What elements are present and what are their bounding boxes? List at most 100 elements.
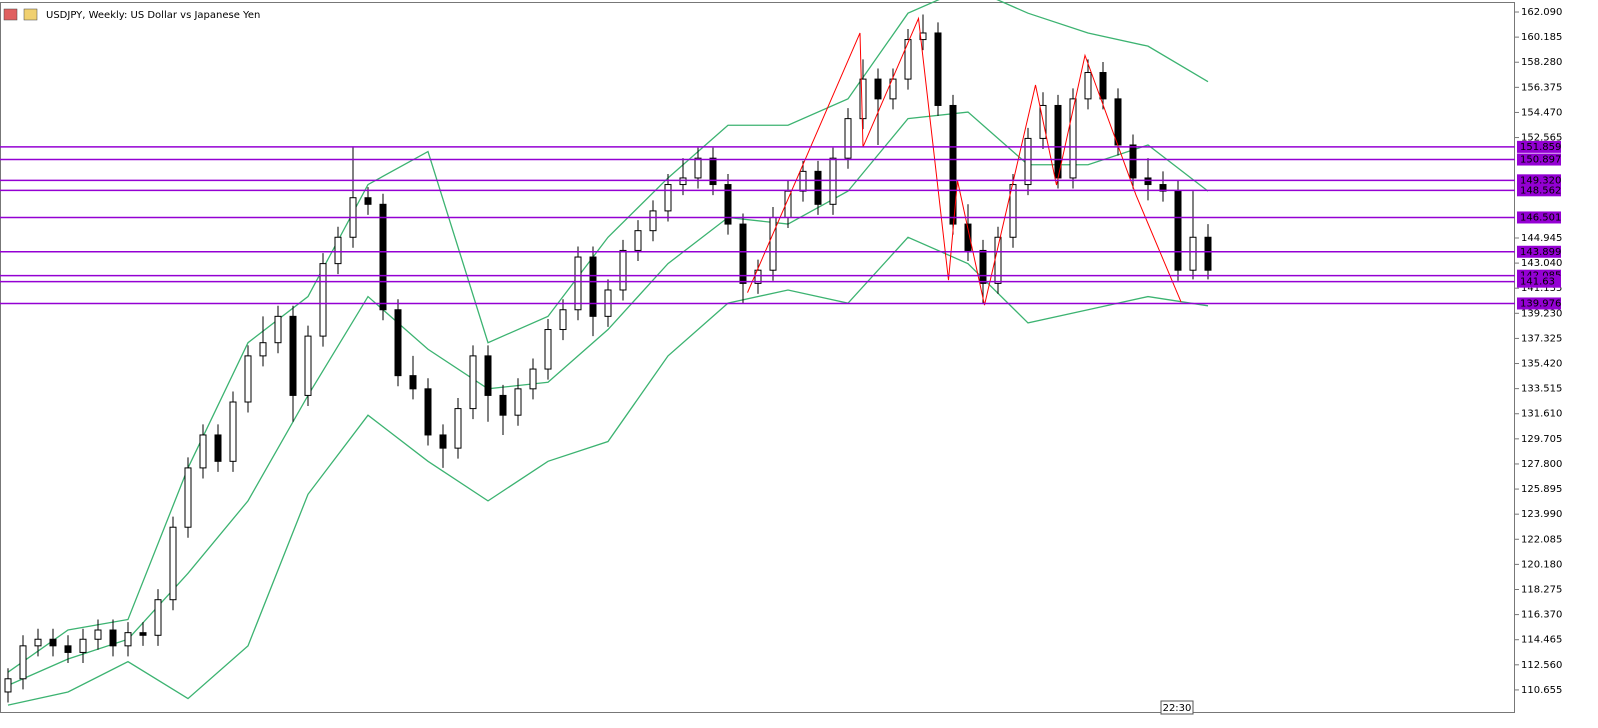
level-label-box [1517, 297, 1561, 310]
candle-body [139, 632, 147, 636]
time-label: 22:30 [1163, 703, 1192, 714]
y-tick-label: 131.610 [1521, 409, 1562, 420]
candle-body [949, 104, 957, 225]
candle-body [904, 39, 912, 80]
candle-body [109, 629, 117, 647]
candle-body [664, 184, 672, 212]
level-label: 149.320 [1520, 175, 1561, 186]
candle-body [1084, 72, 1092, 100]
candle-body [169, 526, 177, 601]
candle-body [529, 368, 537, 390]
candle-body [1144, 177, 1152, 186]
candle-body [994, 236, 1002, 284]
candle-body [739, 223, 747, 284]
time-label-box [1160, 700, 1194, 715]
candle-body [124, 632, 132, 647]
candle-body [889, 78, 897, 100]
candle-body [49, 638, 57, 647]
candle-body [19, 645, 27, 680]
candle-body [34, 638, 42, 647]
candle-body [319, 263, 327, 337]
level-label-box [1517, 140, 1561, 153]
y-tick-label: 129.705 [1521, 434, 1562, 445]
candle-body [289, 315, 297, 396]
candle-body [214, 434, 222, 462]
y-tick-label: 110.655 [1521, 685, 1562, 696]
level-label-box [1517, 211, 1561, 224]
level-label-box [1517, 153, 1561, 166]
y-tick-label: 114.465 [1521, 635, 1562, 646]
y-tick-label: 160.185 [1521, 32, 1562, 43]
candle-body [544, 329, 552, 370]
candle-body [1069, 98, 1077, 179]
y-tick-label: 144.945 [1521, 233, 1562, 244]
candle-body [424, 388, 432, 436]
candle-body [79, 638, 87, 653]
level-label-box [1517, 275, 1561, 288]
y-tick-label: 127.800 [1521, 459, 1562, 470]
candle-body [859, 78, 867, 120]
level-label-box [1517, 245, 1561, 258]
candle-body [199, 434, 207, 469]
candle-body [244, 355, 252, 403]
candle-body [4, 678, 12, 693]
y-tick-label: 141.135 [1521, 283, 1562, 294]
y-tick-label: 135.420 [1521, 359, 1562, 370]
candle-body [274, 315, 282, 344]
y-tick-label: 118.275 [1521, 584, 1562, 595]
candle-body [1189, 236, 1197, 271]
y-tick-label: 123.990 [1521, 509, 1562, 520]
candle-body [394, 309, 402, 377]
y-tick-label: 154.470 [1521, 107, 1562, 118]
y-tick-label: 156.375 [1521, 82, 1562, 93]
candle-body [364, 197, 372, 205]
candle-body [379, 203, 387, 311]
candle-body [814, 170, 822, 205]
y-tick-label: 158.280 [1521, 57, 1562, 68]
candle-body [979, 249, 987, 284]
y-tick-label: 120.180 [1521, 559, 1562, 570]
candle-body [844, 118, 852, 159]
y-tick-label: 152.565 [1521, 133, 1562, 144]
candle-body [1129, 144, 1137, 179]
candle-body [829, 157, 837, 205]
y-tick-label: 125.895 [1521, 484, 1562, 495]
y-tick-label: 122.085 [1521, 534, 1562, 545]
candle-body [649, 210, 657, 232]
candle-body [1099, 72, 1107, 100]
level-label: 143.899 [1520, 247, 1561, 258]
candle-body [1009, 184, 1017, 238]
candle-body [724, 184, 732, 225]
candle-body [1159, 184, 1167, 192]
level-label: 151.859 [1520, 142, 1561, 153]
y-tick-label: 116.370 [1521, 610, 1562, 621]
icon [23, 8, 38, 21]
candle-body [1174, 190, 1182, 271]
candle-body [709, 157, 717, 186]
candle-body [754, 269, 762, 284]
candle-body [694, 157, 702, 179]
candle-body [634, 230, 642, 251]
candle-body [679, 177, 687, 186]
candle-body [304, 335, 312, 396]
level-label-box [1517, 184, 1561, 197]
candle-body [439, 434, 447, 449]
candle-body [769, 216, 777, 271]
candle-body [799, 170, 807, 192]
candle-body [469, 355, 477, 410]
candle-body [229, 401, 237, 462]
candle-body [574, 256, 582, 311]
candle-body [94, 629, 102, 640]
candle-body [514, 388, 522, 416]
level-label: 148.562 [1520, 185, 1561, 196]
level-label: 150.897 [1520, 155, 1561, 166]
candle-body [559, 309, 567, 331]
level-label: 146.501 [1520, 212, 1561, 223]
candle-body [484, 355, 492, 396]
level-label: 139.976 [1520, 298, 1561, 309]
candle-body [1024, 137, 1032, 186]
candle-body [919, 32, 927, 41]
candle-body [619, 249, 627, 291]
